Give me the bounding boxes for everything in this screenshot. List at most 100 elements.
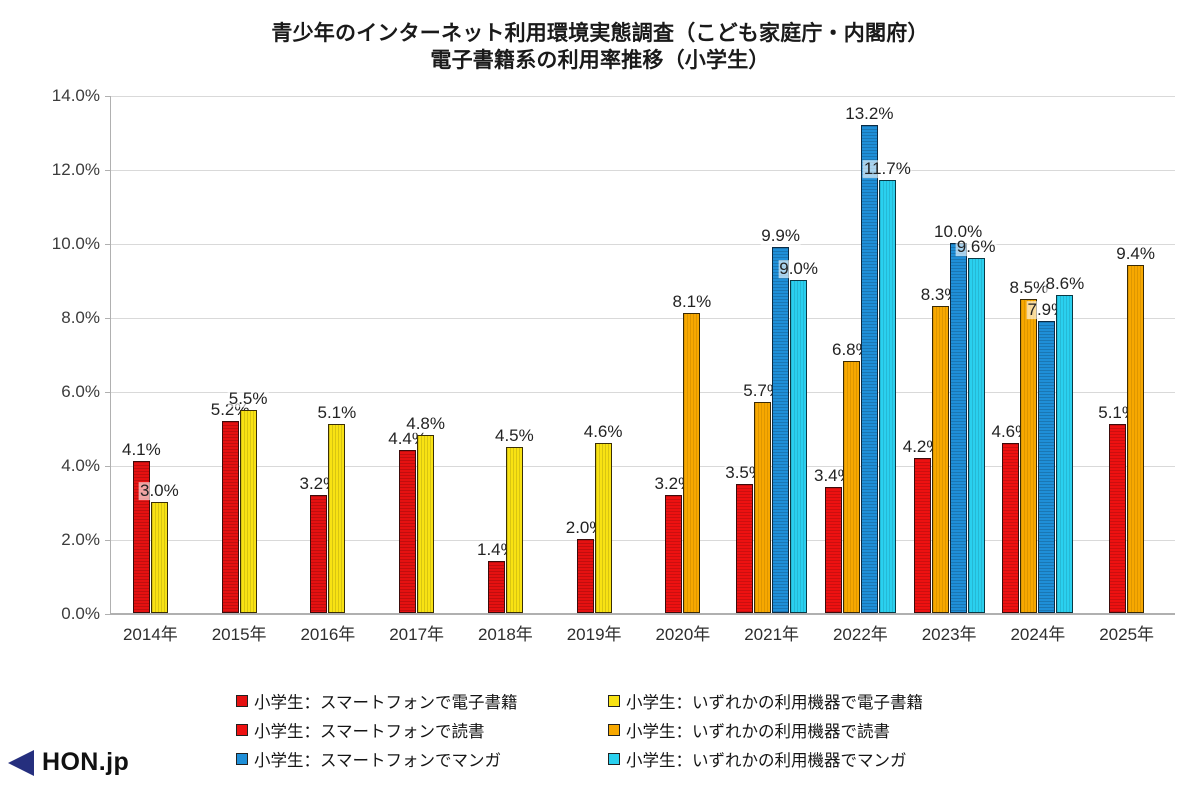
- gridline: [111, 170, 1175, 171]
- bar: [505, 446, 523, 613]
- bar: [683, 313, 701, 613]
- gridline: [111, 466, 1175, 467]
- y-axis-label: 4.0%: [61, 456, 100, 475]
- x-axis-label: 2025年: [1099, 625, 1155, 644]
- y-axis-label: 6.0%: [61, 382, 100, 401]
- bar: [1020, 298, 1038, 613]
- legend-label: 小学生：スマートフォンでマンガ: [254, 751, 502, 770]
- left-triangle-icon: [8, 749, 34, 776]
- y-axis-label: 12.0%: [51, 160, 100, 179]
- x-axis-label: 2016年: [300, 625, 356, 644]
- bar: [754, 402, 772, 613]
- bar: [931, 305, 949, 613]
- gridline: [111, 392, 1175, 393]
- bar: [1002, 442, 1020, 613]
- legend-item-smartphone_manga[interactable]: 小学生：スマートフォンでマンガ: [236, 747, 608, 771]
- bar: [772, 246, 790, 613]
- bar: [913, 457, 931, 613]
- gridline: [111, 318, 1175, 319]
- bar-value-label: 9.0%: [778, 259, 819, 279]
- bar-value-label: 4.1%: [121, 440, 162, 460]
- bar: [1038, 320, 1056, 613]
- legend-item-any_device_ebook[interactable]: 小学生：いずれかの利用機器で電子書籍: [608, 689, 936, 713]
- hon-jp-logo: HON.jp: [8, 748, 129, 777]
- bar: [150, 502, 168, 613]
- legend-label: 小学生：スマートフォンで電子書籍: [254, 693, 518, 712]
- y-axis-label: 8.0%: [61, 308, 100, 327]
- bar: [736, 483, 754, 613]
- gridline: [111, 540, 1175, 541]
- bar: [417, 435, 435, 613]
- y-axis-labels: 0.0% 2.0% 4.0% 6.0% 8.0% 10.0% 12.0% 14.0%: [0, 86, 1200, 623]
- bar-value-label: 3.0%: [139, 481, 180, 501]
- bar-value-label: 11.7%: [862, 159, 912, 179]
- bar-value-label: 4.8%: [405, 414, 446, 434]
- legend-swatch-icon: [608, 694, 620, 707]
- legend-swatch-icon: [236, 694, 248, 707]
- chart-title-line-1: 青少年のインターネット利用環境実態調査（こども家庭庁・内閣府）: [271, 22, 929, 45]
- x-axis-label: 2019年: [566, 625, 622, 644]
- bar: [328, 424, 346, 613]
- bar: [1056, 294, 1074, 613]
- x-axis-label: 2014年: [122, 625, 178, 644]
- bar-value-label: 8.5%: [1008, 277, 1050, 297]
- bar: [949, 243, 967, 613]
- legend-swatch-icon: [236, 752, 248, 765]
- bar-value-label: 9.4%: [1115, 244, 1156, 264]
- y-axis-label: 2.0%: [61, 530, 100, 549]
- y-axis-label: 0.0%: [61, 604, 100, 623]
- y-axis-tick: [105, 466, 111, 467]
- x-axis-label: 2015年: [211, 625, 267, 644]
- legend-item-smartphone_ebook[interactable]: 小学生：スマートフォンで電子書籍: [236, 689, 608, 713]
- x-axis-label: 2020年: [655, 625, 711, 644]
- bar: [576, 539, 594, 613]
- x-axis-label: 2018年: [477, 625, 533, 644]
- legend-label: 小学生：スマートフォンで読書: [254, 722, 485, 741]
- y-axis-label: 10.0%: [51, 234, 100, 253]
- y-axis-tick: [105, 614, 111, 615]
- legend-label: 小学生：いずれかの利用機器で読書: [626, 722, 890, 741]
- bar-value-label: 4.6%: [582, 421, 624, 441]
- bar-value-label: 10.0%: [933, 222, 984, 242]
- x-axis-label: 2017年: [389, 625, 445, 644]
- chart-legend: 小学生：スマートフォンで電子書籍 小学生：いずれかの利用機器で電子書籍小学生：スマ…: [236, 686, 936, 772]
- gridline: [111, 244, 1175, 245]
- y-axis-label: 14.0%: [51, 86, 100, 105]
- bar: [487, 561, 505, 613]
- y-axis-tick: [105, 392, 111, 393]
- chart-title: 青少年のインターネット利用環境実態調査（こども家庭庁・内閣府） 電子書籍系の利用…: [0, 20, 1200, 75]
- bar: [310, 494, 328, 613]
- legend-item-any_device_reading[interactable]: 小学生：いずれかの利用機器で読書: [608, 718, 936, 742]
- bar: [824, 487, 842, 613]
- bar-value-label: 9.9%: [760, 225, 801, 245]
- y-axis-tick: [105, 96, 111, 97]
- bar: [790, 280, 808, 613]
- bar: [1109, 424, 1127, 613]
- x-axis-labels: 2014年 2015年 2016年 2017年 2018年 2019年 2020年 2021年…: [0, 620, 1200, 650]
- y-axis-tick: [105, 318, 111, 319]
- legend-swatch-icon: [608, 723, 620, 736]
- x-axis-label: 2022年: [832, 625, 888, 644]
- bar-value-label: 5.5%: [227, 388, 269, 408]
- x-axis-label: 2024年: [1010, 625, 1066, 644]
- plot-area: 4.1% 3.0% 5.2% 5.5% 3.2% 5.1% 4.4% 4.8% 1.4% 4.5%…: [105, 96, 1175, 615]
- bar: [878, 180, 896, 613]
- bar-value-label: 8.6%: [1044, 273, 1086, 293]
- bar: [594, 442, 612, 613]
- bar: [1127, 265, 1145, 613]
- bar: [399, 450, 417, 613]
- bar-value-label: 9.6%: [955, 236, 997, 256]
- bar: [842, 361, 860, 613]
- legend-label: 小学生：いずれかの利用機器でマンガ: [626, 751, 907, 770]
- gridline: [111, 614, 1175, 615]
- bar: [665, 494, 683, 613]
- gridline: [111, 96, 1175, 97]
- legend-item-smartphone_reading[interactable]: 小学生：スマートフォンで読書: [236, 718, 608, 742]
- legend-item-any_device_manga[interactable]: 小学生：いずれかの利用機器でマンガ: [608, 747, 936, 771]
- x-axis-label: 2023年: [921, 625, 977, 644]
- bar-value-label: 8.1%: [671, 292, 713, 312]
- legend-label: 小学生：いずれかの利用機器で電子書籍: [626, 693, 923, 712]
- chart-title-line-2: 電子書籍系の利用率推移（小学生）: [430, 49, 770, 73]
- bar: [239, 409, 257, 613]
- legend-swatch-icon: [608, 752, 620, 765]
